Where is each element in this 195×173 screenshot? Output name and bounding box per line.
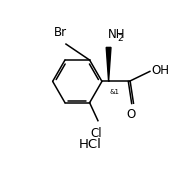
Text: &1: &1 xyxy=(110,89,120,95)
Text: Cl: Cl xyxy=(90,127,102,140)
Text: Br: Br xyxy=(54,26,67,39)
Text: 2: 2 xyxy=(117,34,123,43)
Text: OH: OH xyxy=(151,63,169,76)
Text: NH: NH xyxy=(108,28,125,41)
Text: O: O xyxy=(127,108,136,121)
Text: HCl: HCl xyxy=(79,138,102,151)
Polygon shape xyxy=(106,47,111,81)
